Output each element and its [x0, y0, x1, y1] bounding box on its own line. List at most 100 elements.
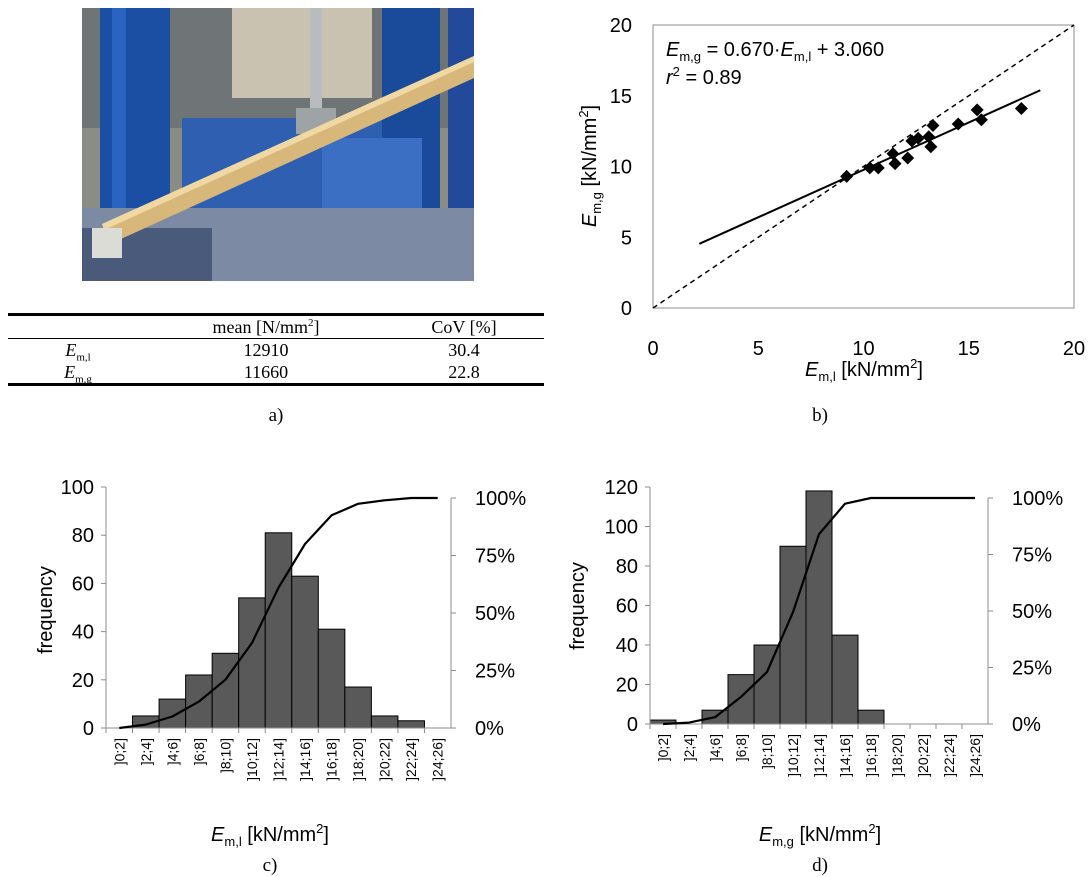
test-setup-photo — [82, 8, 474, 281]
y-tick-label: 60 — [616, 596, 638, 618]
row-cov: 22.8 — [448, 362, 480, 382]
data-point — [951, 117, 965, 131]
x-tick-label: 15 — [958, 338, 980, 360]
x-tick-label: ]22;24] — [941, 734, 957, 777]
y-tick-label: 0 — [83, 718, 94, 740]
cumulative-line — [119, 496, 438, 730]
table-row: Em,g 11660 22.8 — [8, 361, 544, 386]
x-tick-label: ]24;26] — [967, 734, 983, 777]
y-tick-label: 10 — [610, 157, 632, 179]
histogram-bar — [158, 698, 187, 729]
x-tick-label: ]8;10] — [217, 738, 233, 773]
y2-tick-label: 75% — [475, 546, 515, 568]
data-point — [922, 130, 936, 144]
x-tick-label: ]10;12] — [244, 738, 260, 781]
caption-d: d) — [812, 855, 828, 876]
plot-frame — [652, 24, 1075, 309]
y-tick-label: 20 — [616, 675, 638, 697]
histogram-em-g: 0 20 40 60 80 100 120 0% 25% 50% 75% 100%]0;2]]2;4]… — [567, 477, 1063, 849]
histogram-bar — [831, 634, 859, 725]
x-tick-label: 10 — [852, 338, 874, 360]
caption-c: c) — [262, 855, 278, 876]
scatter-chart: 0 5 10 15 20 0 5 10 15 20 Em,g = 0.670·Em,l + 3.0… — [576, 15, 1085, 384]
row-mean: 11660 — [243, 362, 289, 382]
y-tick-label: 5 — [621, 227, 632, 249]
y-tick-label: 100 — [605, 517, 638, 539]
regression-equation: Em,g = 0.670·Em,l + 3.060 — [666, 39, 884, 64]
table-row: Em,l 12910 30.4 — [8, 339, 544, 364]
stats-table: mean [N/mm2] CoV [%] Em,l 12910 30.4 Em,… — [8, 313, 544, 386]
header-cov: CoV [%] — [431, 317, 497, 337]
x-tick-label: ]14;16] — [297, 738, 313, 781]
x-tick-label: ]24;26] — [430, 738, 446, 781]
x-tick-label: ]20;22] — [915, 734, 931, 777]
histogram-bar — [727, 674, 755, 725]
row-cov: 30.4 — [448, 340, 480, 360]
data-point — [926, 118, 940, 132]
row-mean: 12910 — [243, 340, 289, 360]
x-tick-label: ]0;2] — [655, 734, 671, 761]
y-tick-label: 0 — [621, 298, 632, 320]
data-point — [974, 113, 988, 127]
histogram-bar — [753, 644, 781, 725]
histogram-bar — [344, 686, 372, 729]
data-point — [1014, 101, 1028, 115]
data-point — [911, 131, 925, 145]
x-tick-label: ]2;4] — [681, 734, 697, 761]
x-tick-label: ]16;18] — [863, 734, 879, 777]
x-tick-label: ]18;20] — [889, 734, 905, 777]
y2-tick-label: 50% — [475, 603, 515, 625]
header-mean: mean [N/mm2] — [212, 317, 320, 337]
histogram-bar — [291, 575, 319, 729]
histogram-em-l: 0 20 40 60 80 100 0% 25% 50% 75% 100%]0;2]]2;4]]4;… — [35, 477, 526, 849]
x-tick-label: 5 — [753, 338, 764, 360]
caption-a: a) — [268, 405, 284, 426]
y2-tick-label: 25% — [1012, 658, 1052, 680]
data-point — [888, 157, 902, 171]
y2-tick-label: 50% — [1012, 601, 1052, 623]
histogram-bar — [397, 720, 425, 729]
y2-tick-label: 100% — [1012, 488, 1063, 510]
y2-tick-label: 0% — [1012, 714, 1041, 736]
table-header: mean [N/mm2] CoV [%] — [8, 316, 544, 338]
x-tick-label: 20 — [1063, 338, 1085, 360]
row-label: Em,l — [65, 340, 91, 364]
y2-tick-label: 0% — [475, 718, 504, 740]
y-tick-label: 80 — [616, 556, 638, 578]
y-axis-label: frequency — [35, 566, 57, 654]
y-tick-label: 60 — [72, 573, 94, 595]
x-tick-label: ]16;18] — [324, 738, 340, 781]
y2-tick-label: 75% — [1012, 545, 1052, 567]
x-tick-label: ]6;8] — [733, 734, 749, 761]
y-tick-label: 20 — [610, 15, 632, 37]
cumulative-line — [662, 496, 975, 726]
x-axis-label: Em,l [kN/mm2] — [805, 356, 923, 384]
histogram-bar — [264, 532, 293, 729]
data-point — [901, 151, 915, 165]
histogram-bar — [317, 628, 346, 729]
y-axis-label: frequency — [567, 562, 589, 650]
x-tick-label: ]12;14] — [811, 734, 827, 777]
y2-tick-label: 25% — [475, 661, 515, 683]
x-tick-label: ]12;14] — [271, 738, 287, 781]
data-point — [871, 161, 885, 175]
y-tick-label: 0 — [627, 714, 638, 736]
y-axis-label: Em,g [kN/mm2] — [576, 105, 604, 227]
x-tick-label: ]14;16] — [837, 734, 853, 777]
x-axis-label: Em,g [kN/mm2] — [759, 821, 881, 849]
header-empty — [8, 316, 148, 338]
data-point — [840, 169, 854, 183]
data-point — [970, 103, 984, 117]
x-tick-label: ]0;2] — [111, 738, 127, 765]
data-point — [924, 140, 938, 154]
x-tick-label: ]6;8] — [191, 738, 207, 765]
histogram-bar — [857, 709, 885, 725]
y-tick-label: 20 — [72, 670, 94, 692]
y-tick-label: 40 — [616, 635, 638, 657]
data-point — [905, 134, 919, 148]
row-label: Em,g — [64, 362, 92, 386]
x-tick-label: ]8;10] — [759, 734, 775, 769]
x-tick-label: ]22;24] — [403, 738, 419, 781]
histogram-bar — [370, 715, 399, 729]
y-tick-label: 15 — [610, 86, 632, 108]
